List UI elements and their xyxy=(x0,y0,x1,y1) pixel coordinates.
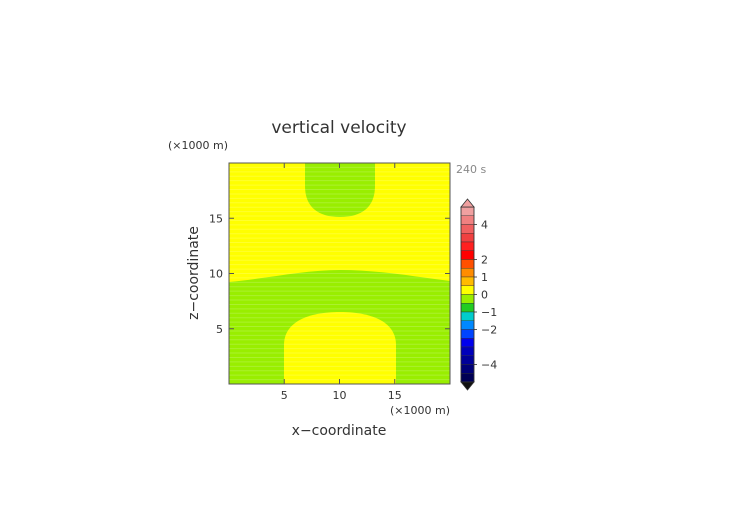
x-tick-label: 10 xyxy=(333,389,347,402)
colorbar-swatch xyxy=(460,294,475,304)
colorbar-swatch xyxy=(460,346,475,356)
colorbar-swatch xyxy=(460,373,475,383)
region-upper-negative-lobe xyxy=(305,163,375,217)
colorbar-swatch xyxy=(460,250,475,260)
colorbar-swatch xyxy=(460,285,475,295)
region-lower-positive-lobe xyxy=(284,312,396,384)
colorbar-swatch xyxy=(460,233,475,243)
y-axis-label: z−coordinate xyxy=(186,226,202,320)
colorbar-tick-label: 4 xyxy=(481,219,488,232)
colorbar-under-cap xyxy=(460,381,475,391)
colorbar-swatch xyxy=(460,355,475,365)
x-unit-label: (×1000 m) xyxy=(390,404,450,417)
time-label: 240 s xyxy=(456,163,486,176)
y-unit-label: (×1000 m) xyxy=(168,139,228,152)
plot-area xyxy=(229,163,450,384)
colorbar-tick-label: −2 xyxy=(481,324,497,337)
colorbar-swatch xyxy=(460,215,475,225)
colorbar-swatch xyxy=(460,206,475,216)
colorbar-over-cap xyxy=(460,198,475,208)
x-tick-label: 15 xyxy=(388,389,402,402)
chart-title: vertical velocity xyxy=(271,118,406,138)
y-tick-label: 10 xyxy=(209,268,223,281)
colorbar-tick-label: −1 xyxy=(481,306,497,319)
x-axis: 5 10 15 xyxy=(281,163,402,402)
y-axis: 5 10 15 xyxy=(209,212,450,336)
y-tick-label: 5 xyxy=(216,323,223,336)
data-grid-lines xyxy=(229,166,450,381)
colorbar-tick-label: 1 xyxy=(481,271,488,284)
colorbar-swatch xyxy=(460,224,475,234)
colorbar-swatch xyxy=(460,364,475,374)
colorbar-swatch xyxy=(460,276,475,286)
colorbar-swatch xyxy=(460,338,475,348)
colorbar-tick-label: 0 xyxy=(481,289,488,302)
y-tick-label: 15 xyxy=(209,212,223,225)
colorbar-swatch xyxy=(460,329,475,339)
colorbar-swatch xyxy=(460,259,475,269)
colorbar-swatch xyxy=(460,320,475,330)
x-tick-label: 5 xyxy=(281,389,288,402)
colorbar-tick-label: 2 xyxy=(481,254,488,267)
colorbar-swatch xyxy=(460,311,475,321)
colorbar-tick-label: −4 xyxy=(481,359,497,372)
colorbar-swatch xyxy=(460,268,475,278)
colorbar-swatch xyxy=(460,303,475,313)
x-axis-label: x−coordinate xyxy=(292,423,387,439)
colorbar: 4 2 1 0 −1 −2 −4 xyxy=(460,198,497,391)
colorbar-swatch xyxy=(460,241,475,251)
